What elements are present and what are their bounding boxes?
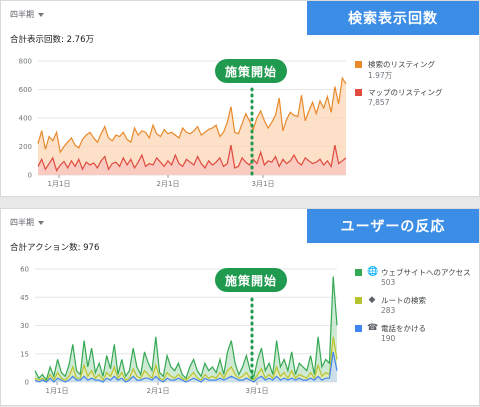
period-label: 四半期 bbox=[10, 218, 34, 227]
legend-swatch bbox=[355, 61, 362, 68]
total-impressions: 合計表示回数: 2.76万 bbox=[10, 35, 94, 45]
legend-value: 503 bbox=[381, 278, 396, 287]
y-tick-label: 0 bbox=[28, 172, 32, 180]
series-area-1 bbox=[38, 145, 346, 175]
legend-swatch bbox=[355, 269, 362, 276]
series-area-1 bbox=[35, 336, 337, 382]
legend-swatch bbox=[355, 297, 362, 304]
total-actions: 合計アクション数: 976 bbox=[10, 243, 100, 253]
legend-label: ルートの検索 bbox=[381, 296, 426, 305]
legend-swatch bbox=[355, 89, 362, 96]
period-dropdown[interactable]: 四半期 bbox=[10, 217, 44, 228]
actions-chart: 0 15 30 45 60 1月1日 2月1日 3月1日 bbox=[20, 266, 338, 395]
directions-icon: ◆ bbox=[368, 295, 376, 305]
series-line-0 bbox=[37, 76, 347, 154]
x-tick-label: 3月1日 bbox=[252, 180, 275, 188]
legend-value: 7,857 bbox=[368, 98, 390, 107]
x-tick-label: 3月1日 bbox=[246, 387, 269, 395]
chevron-down-icon bbox=[38, 12, 44, 17]
legend-value: 283 bbox=[381, 306, 396, 315]
y-tick-label: 60 bbox=[20, 266, 29, 274]
series-line-0 bbox=[34, 276, 338, 382]
phone-icon: ☎ bbox=[367, 323, 379, 333]
callout-pill: 施策開始 bbox=[215, 268, 288, 292]
legend-label: マップのリスティング bbox=[368, 88, 443, 97]
y-tick-label: 400 bbox=[19, 115, 32, 123]
series-area-0 bbox=[35, 276, 337, 382]
legend-label: ウェブサイトへのアクセス bbox=[381, 268, 471, 277]
y-tick-label: 30 bbox=[20, 322, 29, 330]
series-line-1 bbox=[37, 144, 347, 173]
x-tick-label: 2月1日 bbox=[157, 180, 180, 188]
period-label: 四半期 bbox=[10, 10, 34, 19]
y-tick-label: 800 bbox=[19, 58, 32, 66]
series-line-2 bbox=[34, 351, 338, 383]
y-tick-label: 15 bbox=[20, 350, 29, 358]
y-tick-label: 45 bbox=[20, 294, 29, 302]
y-tick-label: 600 bbox=[19, 86, 32, 94]
y-tick-label: 0 bbox=[25, 379, 29, 387]
banner-title: 検索表示回数 bbox=[307, 1, 479, 35]
actions-panel: 四半期 合計アクション数: 976 ユーザーの反応 0 15 30 45 60 1月1日 2… bbox=[0, 208, 480, 406]
x-tick-label: 1月1日 bbox=[46, 387, 69, 395]
banner-title: ユーザーの反応 bbox=[307, 209, 479, 243]
chevron-down-icon bbox=[38, 220, 44, 225]
legend-value: 1.97万 bbox=[368, 71, 393, 80]
globe-icon: 🌐 bbox=[367, 267, 379, 277]
series-line-1 bbox=[34, 336, 338, 384]
legend-value: 190 bbox=[381, 334, 396, 343]
x-tick-label: 2月1日 bbox=[147, 387, 170, 395]
impressions-panel: 四半期 合計表示回数: 2.76万 検索表示回数 0 200 400 600 800 1月… bbox=[0, 0, 480, 197]
period-dropdown[interactable]: 四半期 bbox=[10, 9, 44, 20]
legend-swatch bbox=[355, 325, 362, 332]
callout-pill: 施策開始 bbox=[215, 59, 288, 83]
x-tick-label: 1月1日 bbox=[48, 180, 71, 188]
impressions-chart: 0 200 400 600 800 1月1日 2月1日 3月1日 bbox=[19, 58, 347, 188]
y-tick-label: 200 bbox=[19, 143, 32, 151]
legend-label: 検索のリスティング bbox=[368, 60, 436, 69]
legend-label: 電話をかける bbox=[381, 324, 426, 333]
series-area-0 bbox=[38, 78, 346, 175]
